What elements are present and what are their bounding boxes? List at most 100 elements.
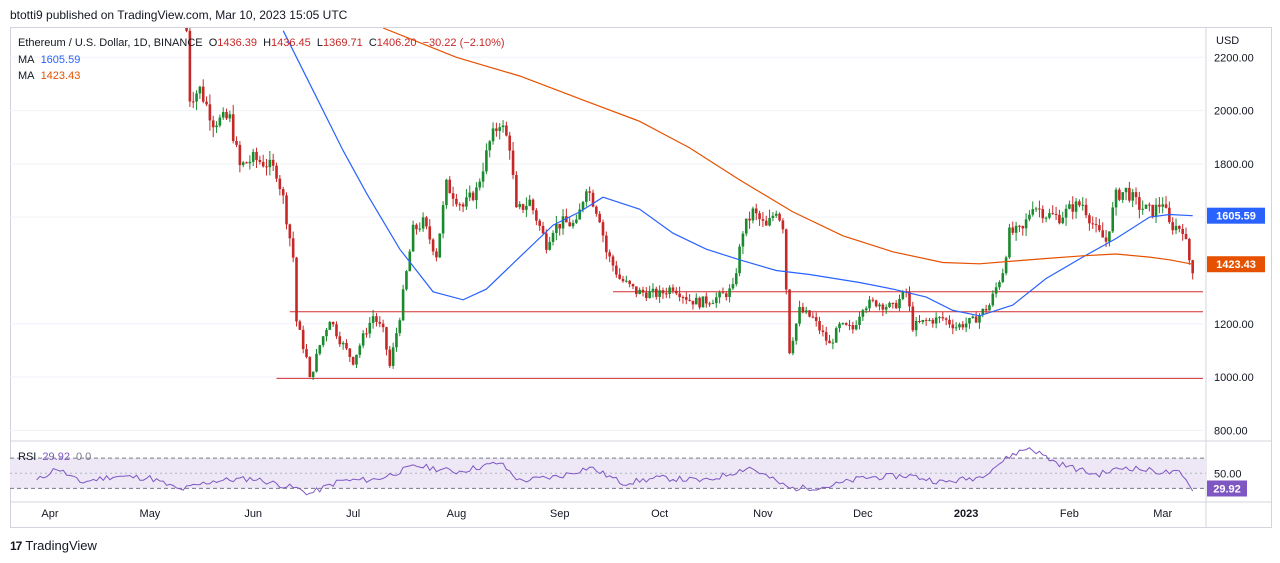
candle [348, 348, 352, 363]
candle [868, 295, 871, 312]
candle-body [525, 205, 528, 210]
candle-body [421, 217, 425, 229]
candle-body [841, 323, 845, 325]
candle-body [1141, 208, 1145, 210]
candle-body [971, 316, 975, 319]
candle [311, 371, 315, 381]
candle [611, 254, 615, 272]
candle [811, 312, 815, 319]
candle-body [578, 209, 581, 220]
candle-body [251, 151, 255, 162]
candle [291, 231, 295, 263]
candle-body [701, 296, 705, 308]
candle [425, 215, 428, 230]
candle [281, 186, 285, 204]
candle [851, 321, 855, 334]
candle-body [305, 349, 308, 358]
candle [871, 297, 875, 303]
candle-body [1101, 230, 1105, 238]
candle-body [365, 333, 368, 335]
candle [681, 295, 685, 304]
x-tick-label-8: Dec [853, 508, 873, 520]
candle-body [698, 297, 701, 308]
candle [481, 162, 485, 188]
candle [734, 268, 738, 287]
candle-body [501, 125, 505, 128]
candle [691, 300, 695, 310]
candle [678, 286, 681, 302]
ma-fast-badge-text: 1605.59 [1216, 211, 1256, 223]
candle-body [521, 204, 525, 210]
candle-body [1154, 204, 1158, 217]
candle [1174, 218, 1178, 235]
candle-body [1161, 204, 1164, 207]
candle [954, 322, 958, 331]
candle-body [684, 297, 688, 300]
candle [801, 302, 805, 314]
candle [831, 338, 835, 350]
candle-body [531, 199, 535, 211]
candle-body [1144, 204, 1148, 209]
tradingview-brand[interactable]: 17 TradingView [10, 538, 97, 553]
candle-body [1044, 217, 1048, 219]
candle [648, 285, 651, 299]
candle-body [888, 302, 891, 308]
candle [764, 215, 768, 226]
candle-body [491, 128, 495, 142]
candle-body [378, 321, 382, 324]
candle [498, 123, 502, 140]
candle-body [821, 330, 825, 333]
candle [618, 268, 621, 280]
y-tick-label-5: 1000.00 [1214, 372, 1254, 384]
candle-body [748, 218, 751, 221]
candle [824, 326, 828, 346]
open-label: O [208, 37, 218, 49]
candle [894, 300, 898, 309]
candle-body [445, 179, 448, 206]
candle [368, 317, 372, 338]
candle [421, 212, 425, 232]
candle [814, 312, 818, 327]
candle [968, 317, 971, 329]
candle [595, 205, 598, 217]
candle [285, 192, 288, 230]
candle-body [221, 112, 225, 118]
candle [804, 306, 808, 315]
candle [861, 308, 865, 321]
candle-body [758, 213, 761, 220]
candle-body [425, 217, 428, 227]
candle [1024, 213, 1028, 237]
candle [988, 303, 991, 311]
candle-body [1084, 204, 1088, 216]
candle [455, 193, 458, 207]
candle [1164, 196, 1168, 209]
candle-body [818, 320, 821, 331]
ma-slow-badge-bg [1207, 256, 1265, 273]
candle-body [328, 321, 332, 330]
candle [1021, 225, 1025, 236]
candle [921, 319, 925, 325]
candle-body [1114, 189, 1118, 208]
candle [731, 277, 735, 291]
candle [475, 182, 478, 209]
candle-body [641, 289, 645, 293]
low-value: 1369.71 [322, 37, 363, 49]
candle [784, 228, 788, 295]
candle [1178, 225, 1181, 233]
candle [191, 91, 195, 109]
candle-body [951, 324, 955, 329]
candle [908, 286, 911, 312]
candle-body [281, 189, 285, 196]
candle [1111, 201, 1115, 234]
low-label: L [316, 37, 323, 49]
candle-body [335, 324, 338, 337]
candle-body [831, 342, 835, 344]
candle-body [321, 336, 325, 346]
candle [1121, 192, 1125, 203]
candle-body [341, 342, 345, 345]
candle-body [551, 232, 555, 242]
x-tick-label-5: Sep [550, 508, 570, 520]
candle [401, 284, 405, 322]
candle [231, 104, 235, 144]
